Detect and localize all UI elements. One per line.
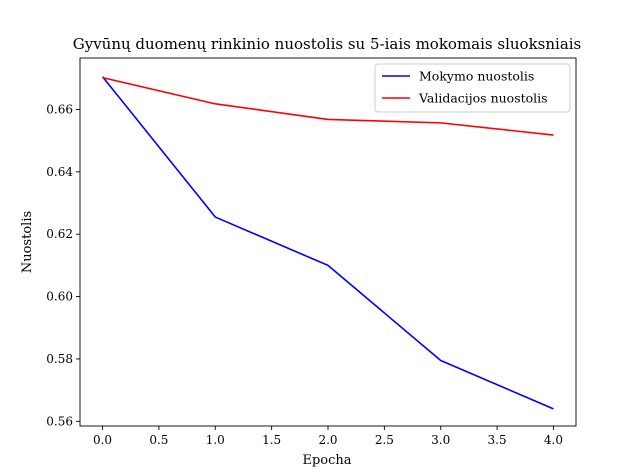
series-line-2	[102, 76, 554, 136]
x-tick-label: 0.0	[93, 433, 112, 447]
y-axis: 0.56 0.58 0.60 0.62 0.64 0.66	[46, 102, 80, 428]
x-tick-label: 0.5	[149, 433, 168, 447]
y-tick-label: 0.64	[46, 165, 73, 179]
x-tick-label: 1.0	[206, 433, 225, 447]
x-tick-label: 4.0	[544, 433, 563, 447]
legend-label: Mokymo nuostolis	[419, 69, 534, 84]
x-axis-label: Epocha	[302, 453, 351, 468]
x-tick-label: 3.0	[431, 433, 450, 447]
x-tick-label: 2.0	[318, 433, 337, 447]
y-tick-label: 0.60	[46, 290, 73, 304]
y-axis-label: Nuostolis	[20, 211, 35, 273]
chart-title: Gyvūnų duomenų rinkinio nuostolis su 5-i…	[73, 35, 582, 53]
series-line-1	[101, 76, 554, 410]
x-tick-label: 3.5	[488, 433, 507, 447]
y-tick-label: 0.62	[46, 227, 73, 241]
legend-label: Validacijos nuostolis	[418, 91, 548, 106]
x-tick-label: 1.5	[262, 433, 281, 447]
y-tick-label: 0.66	[46, 102, 73, 116]
legend-box	[374, 63, 571, 113]
legend: Mokymo nuostolis Validacijos nuostolis	[374, 63, 571, 113]
x-axis: 0.0 0.5 1.0 1.5 2.0 2.5 3.0 3.5 4.0	[93, 426, 563, 447]
y-tick-label: 0.56	[46, 414, 73, 428]
y-tick-label: 0.58	[46, 352, 73, 366]
x-tick-label: 2.5	[375, 433, 394, 447]
series-layer	[101, 76, 554, 410]
